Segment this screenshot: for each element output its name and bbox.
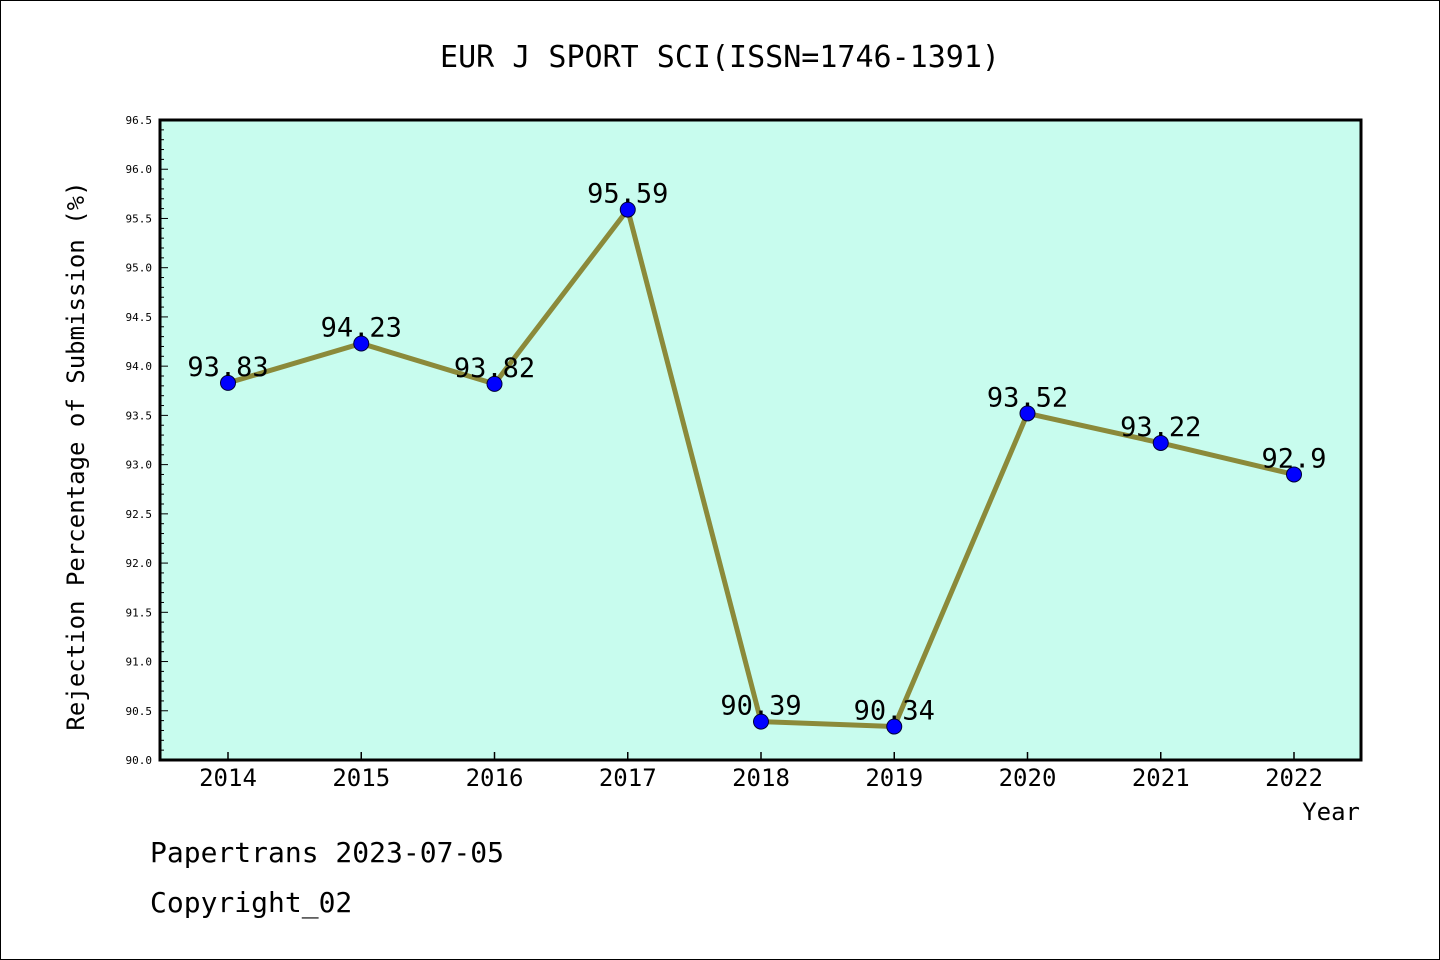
data-point (1152, 434, 1169, 451)
y-tick-label: 91.5 (126, 606, 153, 619)
y-tick-label: 91.0 (126, 656, 153, 669)
data-point (353, 335, 370, 352)
y-tick-label: 94.0 (126, 360, 153, 373)
y-tick-label: 90.0 (126, 754, 153, 767)
x-axis-label: Year (1302, 798, 1360, 826)
y-tick-label: 93.0 (126, 459, 153, 472)
x-tick-label: 2015 (332, 764, 390, 792)
data-label: 94.23 (321, 313, 402, 344)
x-tick-label: 2018 (732, 764, 790, 792)
data-label: 93.82 (454, 353, 535, 384)
x-axis: 2014 2015 2016 2017 2018 2019 2020 2021 2022 (199, 752, 1323, 792)
x-tick-label: 2022 (1265, 764, 1323, 792)
y-tick-label: 96.0 (126, 163, 153, 176)
y-tick-label: 92.0 (126, 557, 153, 570)
y-tick-label: 94.5 (126, 311, 153, 324)
data-label: 92.9 (1261, 443, 1326, 474)
y-tick-label: 95.0 (126, 262, 153, 275)
data-point (1019, 405, 1036, 422)
data-point (220, 374, 236, 391)
x-tick-label: 2021 (1132, 764, 1190, 792)
x-tick-label: 2014 (199, 764, 257, 792)
data-point (1286, 466, 1302, 483)
y-axis: 90.0 90.5 91.0 91.5 92.0 92.5 93.0 93.5 94.0 94.5… (126, 114, 168, 767)
series-line (220, 201, 1302, 735)
y-tick-label: 96.5 (126, 114, 153, 127)
x-tick-label: 2017 (599, 764, 657, 792)
data-label: 90.39 (720, 691, 801, 722)
copyright-text: Copyright_02 (150, 886, 353, 919)
data-point (486, 375, 503, 392)
x-tick-label: 2019 (865, 764, 923, 792)
data-label: 90.34 (854, 696, 935, 727)
source-date-text: Papertrans 2023-07-05 (150, 836, 505, 869)
data-point (886, 718, 903, 735)
y-tick-label: 90.5 (126, 705, 153, 718)
chart-title: EUR J SPORT SCI(ISSN=1746-1391) (440, 40, 1000, 75)
x-tick-label: 2020 (999, 764, 1057, 792)
data-point (753, 713, 769, 730)
y-tick-label: 93.5 (126, 409, 153, 422)
y-tick-label: 95.5 (126, 212, 153, 225)
data-label: 93.83 (187, 352, 268, 383)
y-axis-label: Rejection Percentage of Submission (%) (62, 181, 90, 730)
y-tick-label: 92.5 (126, 508, 153, 521)
data-label: 95.59 (587, 179, 668, 210)
data-label: 93.52 (987, 382, 1068, 413)
data-labels: 93.83 94.23 93.82 95.59 90.39 90.34 93.52 93.22… (187, 179, 1326, 727)
data-label: 93.22 (1120, 412, 1201, 443)
data-point (619, 201, 636, 218)
x-tick-label: 2016 (466, 764, 524, 792)
